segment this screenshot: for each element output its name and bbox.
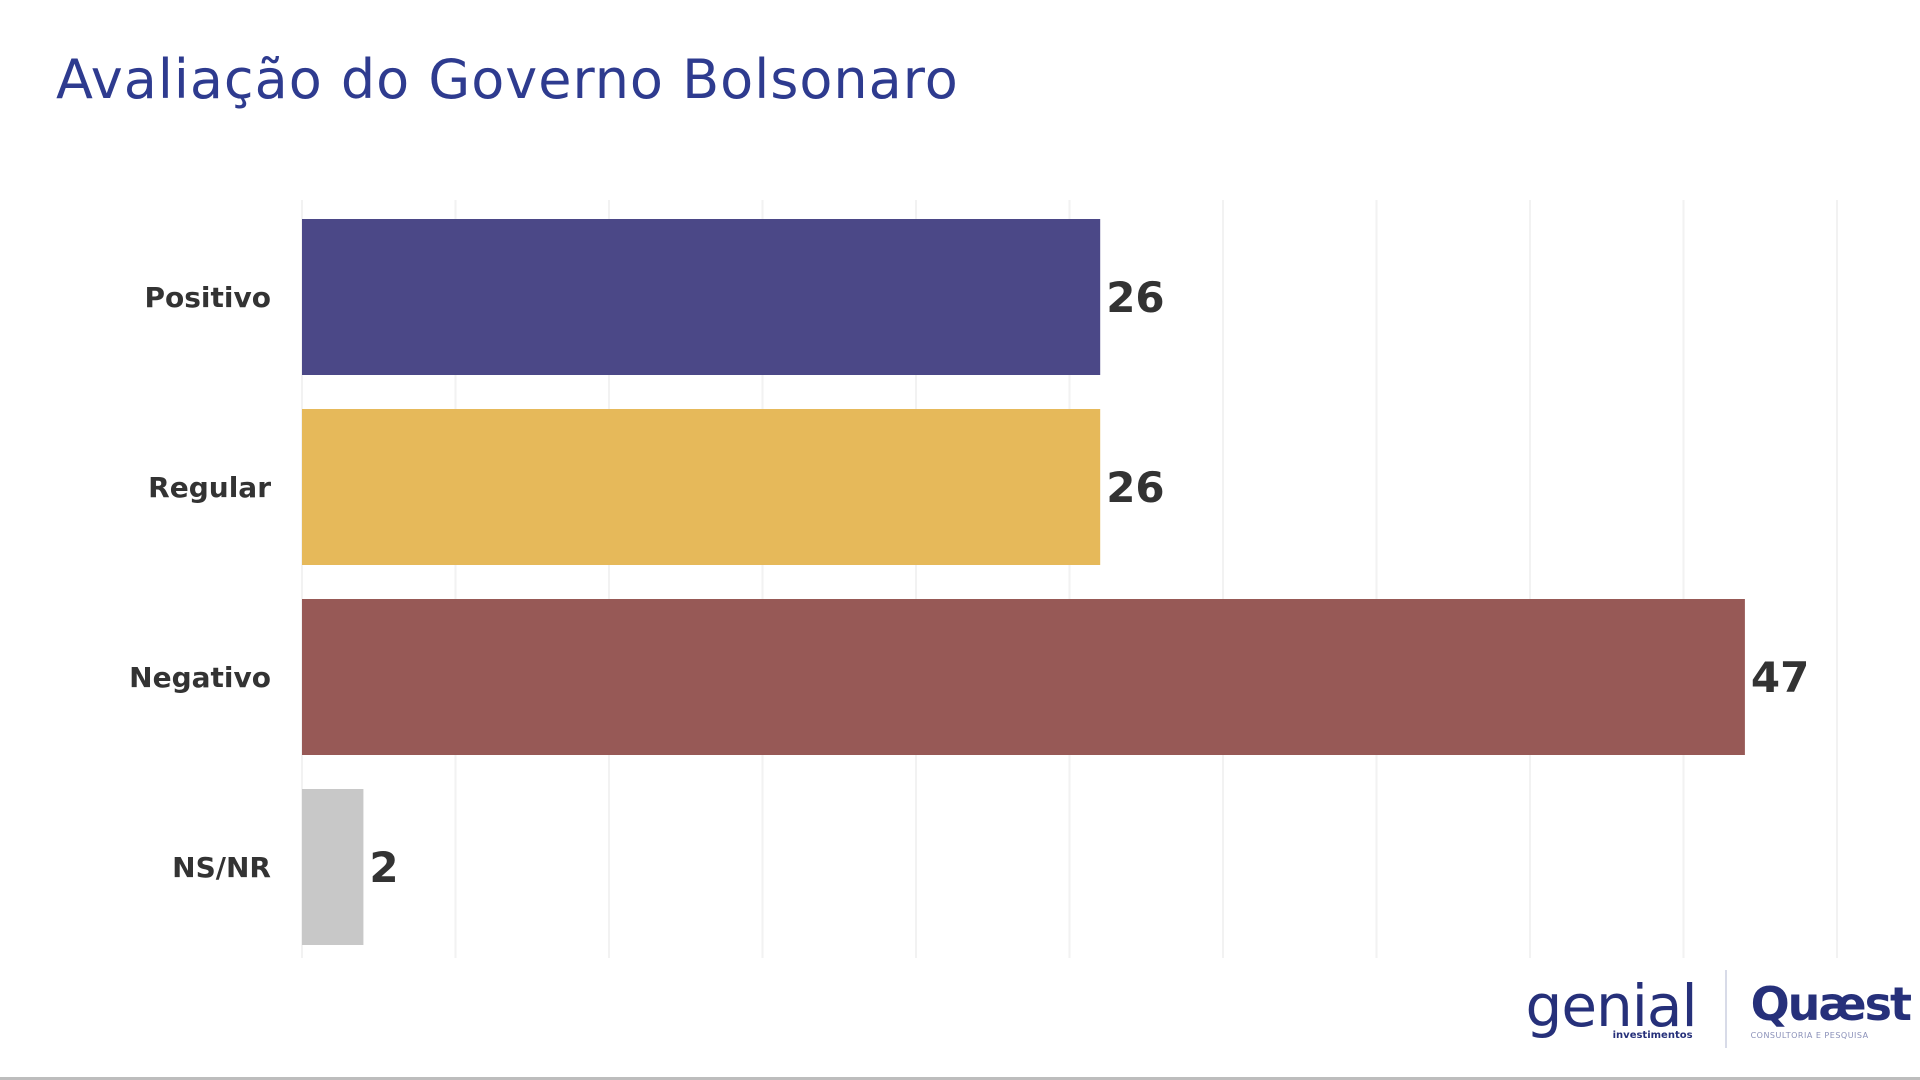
category-label: NS/NR <box>172 851 271 884</box>
chart-title: Avaliação do Governo Bolsonaro <box>56 48 959 111</box>
genial-logo-word: genial <box>1525 971 1698 1040</box>
genial-logo-subtitle: investimentos <box>1612 1029 1693 1041</box>
bar-negativo <box>302 599 1745 755</box>
value-label: 47 <box>1751 653 1809 702</box>
quaest-logo-subtitle: CONSULTORIA E PESQUISA <box>1750 1030 1869 1040</box>
category-label: Regular <box>148 471 271 504</box>
logo-area: genial investimentos Quæst CONSULTORIA E… <box>1525 964 1912 1054</box>
bar-ns-nr <box>302 789 364 945</box>
value-label: 26 <box>1106 463 1164 512</box>
category-label: Positivo <box>145 281 272 314</box>
value-label: 2 <box>369 843 398 892</box>
bars: Positivo 26 Regular 26 Negativo 47 NS/NR 2 <box>129 219 1809 945</box>
category-label: Negativo <box>129 661 271 694</box>
quaest-logo: Quæst CONSULTORIA E PESQUISA <box>1727 976 1912 1040</box>
value-label: 26 <box>1106 273 1164 322</box>
bottom-strip <box>0 1077 1920 1080</box>
bar-positivo <box>302 219 1101 375</box>
genial-logo: genial investimentos <box>1525 971 1725 1041</box>
bar-regular <box>302 409 1101 565</box>
quaest-logo-word: Quæst <box>1750 976 1912 1031</box>
logo-divider <box>1724 970 1727 1048</box>
